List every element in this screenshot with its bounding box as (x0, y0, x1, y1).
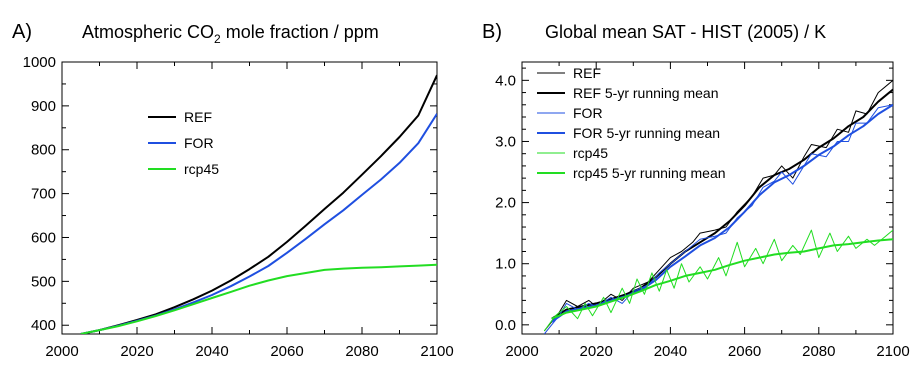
plot-frame (521, 61, 894, 335)
x-tick-label: 2020 (580, 343, 613, 360)
series-line-for (80, 113, 437, 334)
legend-label-rcp45: rcp45 (184, 161, 219, 177)
panel-a-title-sub: 2 (214, 32, 221, 46)
x-tick-label: 2080 (802, 343, 835, 360)
series-line-for-5-yr-running-mean (551, 103, 893, 323)
panel-b-title: Global mean SAT - HIST (2005) / K (545, 22, 826, 42)
y-tick-label: 700 (31, 186, 56, 203)
x-tick-label: 2020 (120, 343, 153, 360)
y-tick-label: 1000 (23, 54, 56, 71)
legend-label-ref-5-yr-running-mean: REF 5-yr running mean (573, 85, 719, 101)
panel-a-title-main: Atmospheric CO (82, 22, 214, 42)
y-tick-label: 2.0 (495, 195, 516, 212)
x-tick-label: 2000 (505, 343, 538, 360)
y-tick-label: 400 (31, 317, 56, 334)
x-tick-label: 2060 (270, 343, 303, 360)
x-tick-label: 2100 (876, 343, 909, 360)
y-tick-label: 4.0 (495, 72, 516, 89)
legend-label-for: FOR (184, 135, 214, 151)
plot-frame (61, 61, 438, 335)
series-line-ref-5-yr-running-mean (551, 88, 893, 320)
panel-a-title: Atmospheric CO2 mole fraction / ppm (82, 22, 379, 46)
y-tick-label: 1.0 (495, 256, 516, 273)
legend-label-ref: REF (573, 65, 601, 81)
series-line-rcp45 (80, 263, 437, 334)
legend-label-for: FOR (573, 105, 603, 121)
x-tick-label: 2060 (728, 343, 761, 360)
y-tick-label: 0.0 (495, 317, 516, 334)
legend-label-rcp45: rcp45 (573, 145, 608, 161)
panel-a-letter: A) (12, 21, 32, 43)
panel-b-letter: B) (482, 21, 502, 43)
series-line-rcp45-5-yr-running-mean (551, 238, 893, 320)
panel-a-title-rest: mole fraction / ppm (221, 22, 379, 42)
y-tick-label: 3.0 (495, 133, 516, 150)
x-tick-label: 2100 (420, 343, 453, 360)
legend-label-for-5-yr-running-mean: FOR 5-yr running mean (573, 125, 720, 141)
panel-a-plot: 2000 2020 2040 2060 2080 2100 400 500 600 700 800 9… (23, 54, 454, 360)
y-tick-label: 600 (31, 229, 56, 246)
y-tick-label: 500 (31, 273, 56, 290)
x-tick-label: 2080 (345, 343, 378, 360)
series-line-rcp45 (543, 229, 893, 332)
x-tick-label: 2000 (45, 343, 78, 360)
x-tick-label: 2040 (195, 343, 228, 360)
legend-label-rcp45-5-yr-running-mean: rcp45 5-yr running mean (573, 165, 726, 181)
y-tick-label: 800 (31, 142, 56, 159)
y-tick-label: 900 (31, 98, 56, 115)
x-tick-label: 2040 (654, 343, 687, 360)
series-line-ref (80, 74, 437, 334)
legend-label-ref: REF (184, 109, 212, 125)
panel-b-plot: 2000 2020 2040 2060 2080 2100 0.0 1.0 2.0 3.0 4.0 R… (495, 61, 910, 360)
